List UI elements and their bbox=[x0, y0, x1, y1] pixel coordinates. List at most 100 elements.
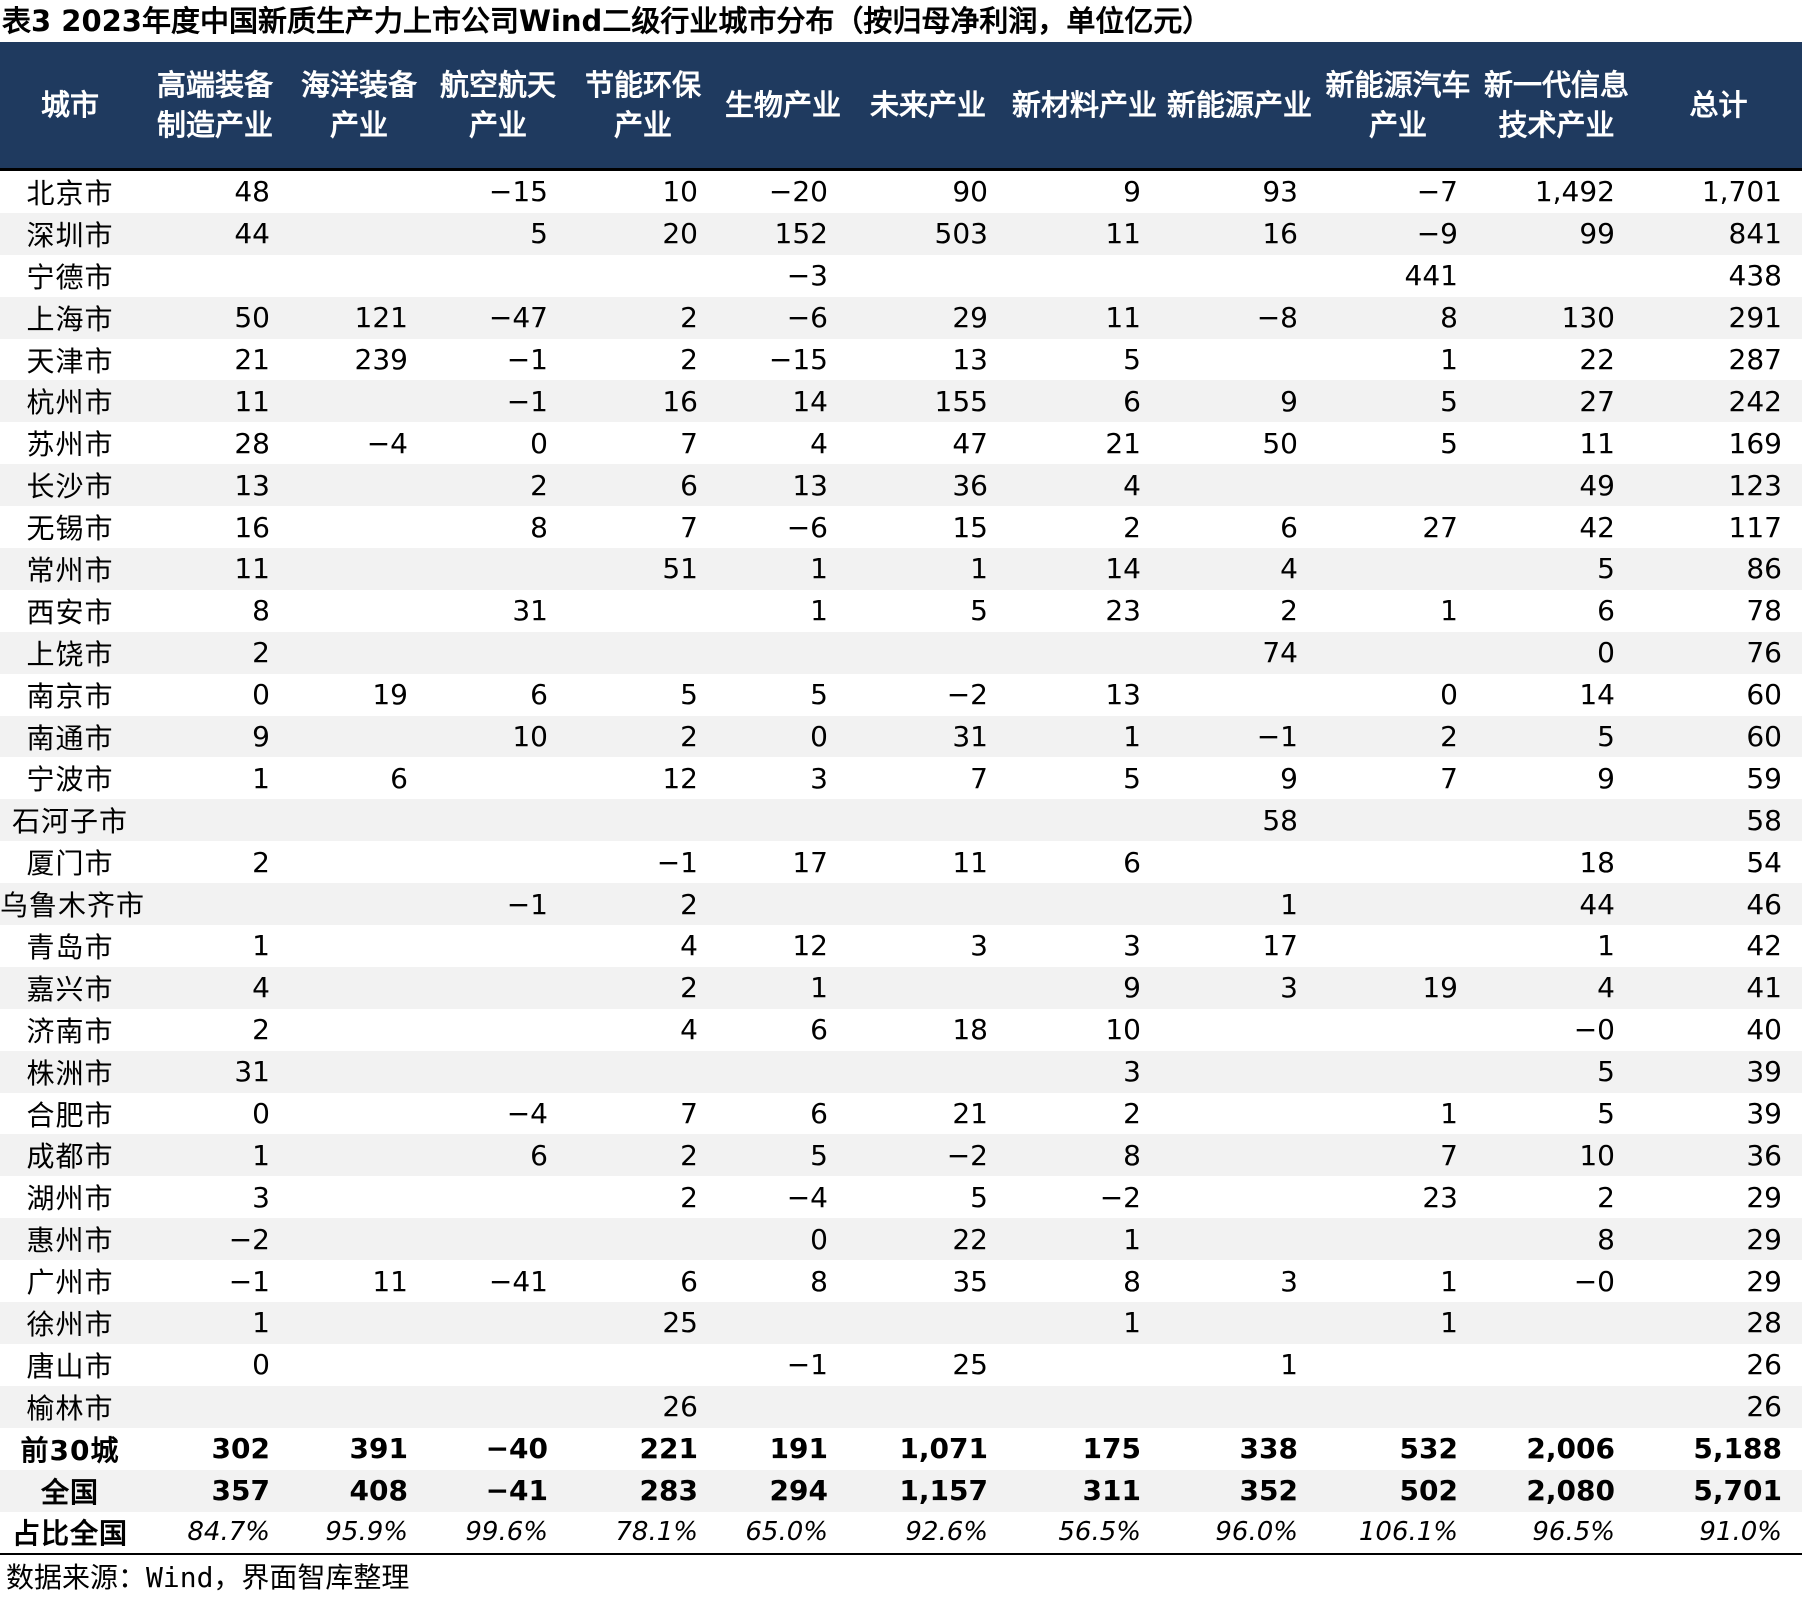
cell-value: 191 bbox=[769, 1432, 828, 1466]
table-row: 全国 357 408 −41 283 294 1,157 311 352 502 2,080 5,70… bbox=[0, 1469, 1802, 1512]
cell-value: 3 bbox=[970, 929, 988, 963]
cell-value: 21 bbox=[234, 343, 270, 376]
cell-value: 42 bbox=[1579, 510, 1615, 544]
row-label: 北京市 bbox=[26, 176, 114, 210]
table-row: 宁德市 −3 441 438 bbox=[0, 255, 1802, 297]
cell-value: 8 bbox=[1318, 296, 1478, 339]
cell-value: 28 bbox=[1635, 1302, 1802, 1344]
cell-value bbox=[848, 966, 1008, 1009]
cell-value bbox=[290, 464, 428, 507]
cell-value: 152 bbox=[718, 212, 848, 255]
row-label: 宁德市 bbox=[26, 260, 114, 294]
cell-value: 4 bbox=[680, 929, 698, 963]
cell-value: 1 bbox=[140, 1134, 290, 1177]
cell-value bbox=[290, 590, 428, 632]
cell-value: 16 bbox=[568, 380, 718, 423]
cell-value bbox=[1318, 841, 1478, 883]
cell-value bbox=[140, 883, 290, 926]
cell-value: 54 bbox=[1746, 845, 1782, 879]
cell-value: 6 bbox=[680, 1264, 698, 1298]
cell-value: −8 bbox=[1161, 296, 1318, 339]
cell-value: 93 bbox=[1262, 175, 1298, 209]
cell-value: 6 bbox=[1123, 845, 1141, 879]
cell-value: 155 bbox=[848, 380, 1008, 423]
cell-value: 35 bbox=[952, 1264, 988, 1298]
cell-value: 6 bbox=[1008, 380, 1161, 423]
cell-value bbox=[718, 799, 848, 842]
cell-value: 1,157 bbox=[848, 1469, 1008, 1512]
cell-value: 5 bbox=[1318, 380, 1478, 423]
cell-value: 6 bbox=[810, 1097, 828, 1131]
cell-value bbox=[290, 966, 428, 1009]
table-row: 徐州市 1 25 1 1 28 bbox=[0, 1302, 1802, 1344]
cell-value: 13 bbox=[952, 343, 988, 376]
cell-value: −2 bbox=[946, 678, 988, 712]
cell-value: 2,080 bbox=[1478, 1469, 1635, 1512]
cell-value bbox=[290, 506, 428, 548]
cell-value bbox=[428, 1176, 568, 1218]
cell-value: 1,701 bbox=[1701, 175, 1782, 209]
cell-value: 1 bbox=[810, 594, 828, 628]
row-label: 全国 bbox=[0, 1469, 140, 1512]
cell-value: 123 bbox=[1635, 464, 1802, 507]
cell-value bbox=[1008, 883, 1161, 926]
table-row: 厦门市 2 −1 17 11 6 18 54 bbox=[0, 841, 1802, 883]
cell-value bbox=[428, 966, 568, 1009]
row-label: 乌鲁木齐市 bbox=[0, 883, 144, 926]
cell-value: 17 bbox=[1262, 929, 1298, 963]
row-label: 徐州市 bbox=[0, 1302, 140, 1344]
cell-value: 99 bbox=[1478, 212, 1635, 255]
cell-value: 4 bbox=[1478, 966, 1635, 1009]
cell-value: 29 bbox=[1635, 1218, 1802, 1261]
cell-value: 39 bbox=[1746, 1097, 1782, 1131]
column-header-city: 城市 bbox=[0, 42, 140, 171]
cell-value: 106.1% bbox=[1318, 1511, 1478, 1556]
cell-value bbox=[428, 255, 568, 297]
cell-value: −0 bbox=[1573, 1013, 1615, 1047]
cell-value: −4 bbox=[506, 1097, 548, 1131]
cell-value: 0 bbox=[252, 1348, 270, 1382]
cell-value: 1 bbox=[1440, 1264, 1458, 1298]
cell-value: 7 bbox=[1318, 1134, 1478, 1177]
cell-value bbox=[1161, 1134, 1318, 1177]
cell-value: 2 bbox=[428, 464, 568, 507]
cell-value: 5 bbox=[970, 1180, 988, 1214]
row-label: 惠州市 bbox=[0, 1218, 140, 1261]
table-row: 天津市 21 239 −1 2 −15 13 5 1 22 287 bbox=[0, 339, 1802, 381]
cell-value: 78 bbox=[1746, 594, 1782, 628]
cell-value: 91.0% bbox=[1635, 1511, 1802, 1556]
cell-value bbox=[718, 1302, 848, 1344]
cell-value bbox=[140, 255, 290, 297]
cell-value bbox=[1478, 255, 1635, 297]
cell-value bbox=[1318, 464, 1478, 507]
cell-value bbox=[290, 1093, 428, 1135]
cell-value: 2 bbox=[568, 1134, 718, 1177]
cell-value bbox=[290, 883, 428, 926]
cell-value: 5,188 bbox=[1693, 1432, 1782, 1466]
cell-value bbox=[1318, 1009, 1478, 1051]
cell-value: 0 bbox=[718, 715, 848, 758]
cell-value: 441 bbox=[1404, 259, 1458, 293]
cell-value: 9 bbox=[1123, 175, 1141, 209]
row-label: 南通市 bbox=[0, 715, 140, 758]
cell-value: 283 bbox=[568, 1469, 718, 1512]
cell-value: 11 bbox=[952, 845, 988, 879]
cell-value bbox=[848, 255, 1008, 297]
column-header: 新能源产业 bbox=[1161, 42, 1318, 171]
cell-value: 7 bbox=[680, 426, 698, 460]
cell-value: 9 bbox=[1008, 966, 1161, 1009]
cell-value: 48 bbox=[234, 175, 270, 209]
cell-value bbox=[1161, 1176, 1318, 1218]
cell-value: 8 bbox=[252, 594, 270, 628]
table-row: 合肥市 0 −4 7 6 21 2 1 5 39 bbox=[0, 1093, 1802, 1135]
cell-value: 40 bbox=[1746, 1013, 1782, 1047]
cell-value: 5 bbox=[1597, 1097, 1615, 1131]
cell-value: 86 bbox=[1635, 548, 1802, 590]
cell-value bbox=[290, 1302, 428, 1344]
table-row: 济南市 2 4 6 18 10 −0 40 bbox=[0, 1009, 1802, 1051]
cell-value: 12 bbox=[662, 761, 698, 795]
cell-value: 5 bbox=[680, 678, 698, 712]
cell-value: 23 bbox=[1422, 1180, 1458, 1214]
cell-value: 502 bbox=[1318, 1469, 1478, 1512]
cell-value: 58 bbox=[1635, 799, 1802, 842]
